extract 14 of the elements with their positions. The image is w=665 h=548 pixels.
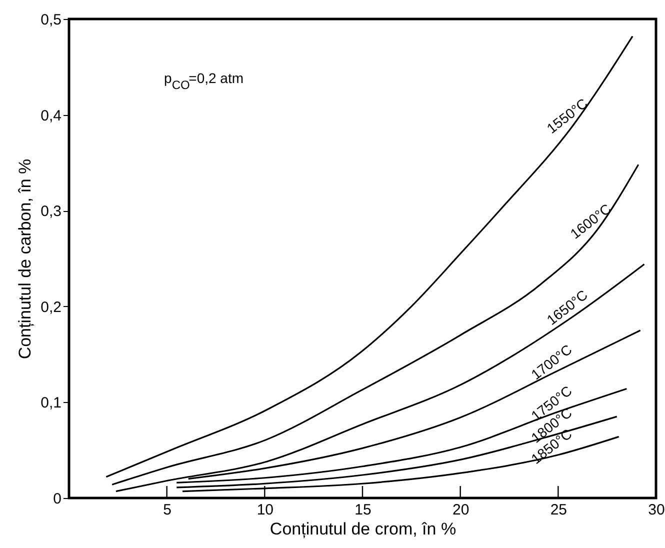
x-tick-label: 5 xyxy=(163,502,172,518)
x-tick-label: 30 xyxy=(648,502,665,518)
y-tick-label: 0,4 xyxy=(40,107,62,124)
y-axis-title: Conținutul de carbon, în % xyxy=(16,158,35,360)
y-tick-label: 0,1 xyxy=(40,394,62,412)
x-tick-label: 15 xyxy=(354,502,372,518)
x-axis-title: Conținutul de crom, în % xyxy=(270,520,456,538)
x-tick-label: 20 xyxy=(452,502,470,518)
x-tick-label: 25 xyxy=(550,502,568,518)
y-tick-label: 0,3 xyxy=(40,203,62,220)
y-tick-label: 0,5 xyxy=(40,12,62,28)
x-tick-label: 10 xyxy=(256,502,274,518)
y-tick-label: 0 xyxy=(53,490,62,508)
y-tick-label: 0,2 xyxy=(40,298,62,316)
